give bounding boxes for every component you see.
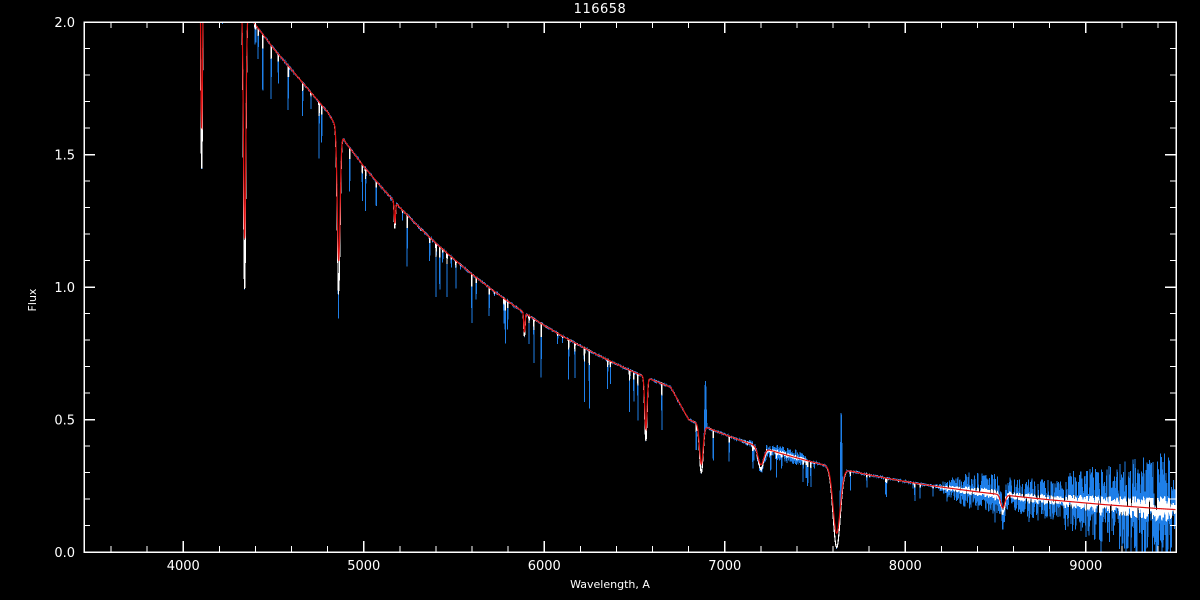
x-axis-title: Wavelength, A (570, 578, 650, 591)
x-tick-label: 8000 (889, 559, 922, 574)
y-tick-label: 1.0 (54, 281, 75, 296)
x-tick-label: 7000 (708, 559, 741, 574)
y-tick-label: 1.5 (54, 149, 75, 164)
y-axis-title: Flux (26, 288, 39, 311)
x-tick-label: 6000 (528, 559, 561, 574)
y-tick-label: 0.0 (54, 546, 75, 561)
y-axis-tick-labels: 0.0 0.5 1.0 1.5 2.0 (54, 16, 75, 561)
x-tick-label: 5000 (347, 559, 380, 574)
page-title: 116658 (573, 2, 627, 17)
y-axis-ticks (84, 21, 1176, 553)
x-axis-ticks (110, 22, 1159, 552)
series-model-fit (199, 22, 1176, 534)
spectrum-data-layers (199, 22, 1176, 552)
y-tick-label: 2.0 (54, 16, 75, 31)
x-tick-label: 9000 (1069, 559, 1102, 574)
plot-background (84, 22, 1176, 552)
x-axis-tick-labels: 4000 5000 6000 7000 8000 9000 (167, 559, 1103, 574)
x-tick-label: 4000 (167, 559, 200, 574)
y-tick-label: 0.5 (54, 414, 75, 429)
